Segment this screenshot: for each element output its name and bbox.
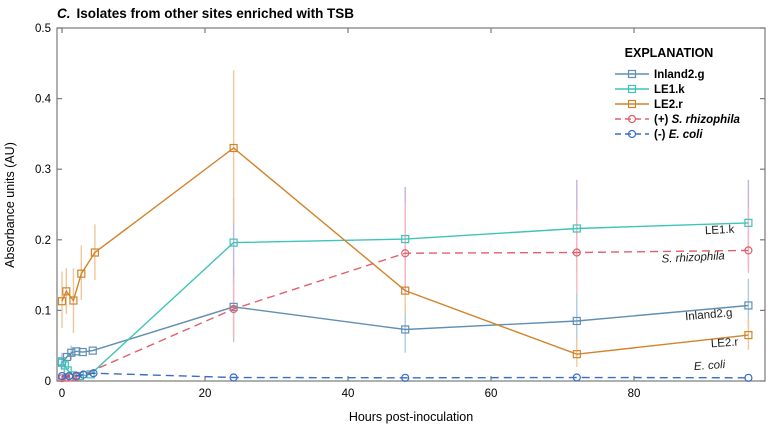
legend-label-text-le2r: LE2.r xyxy=(654,99,683,111)
legend-entry-ecoli: (-) E. coli xyxy=(615,129,703,141)
x-tick-label: 20 xyxy=(199,388,212,400)
series-label-le1k: LE1.k xyxy=(705,224,735,238)
legend-label-prefix-rhizophila: (+) xyxy=(654,114,672,126)
y-tick-label: 0.2 xyxy=(35,235,51,247)
series-marker-ecoli xyxy=(229,373,238,382)
series-label-inland2g: Inland2.g xyxy=(685,307,733,323)
chart-title-text: Isolates from other sites enriched with … xyxy=(77,6,355,21)
legend-marker-le1k xyxy=(627,84,637,94)
series-marker-rhizophila xyxy=(744,246,753,255)
legend-title: EXPLANATION xyxy=(625,46,714,60)
series-marker-rhizophila xyxy=(572,248,581,257)
legend-label-text-inland2g: Inland2.g xyxy=(654,69,704,81)
series-marker-ecoli xyxy=(401,373,410,382)
legend-marker-ecoli xyxy=(627,129,637,139)
legend-label-prefix-ecoli: (-) xyxy=(654,129,669,141)
x-tick-label: 40 xyxy=(342,388,355,400)
legend-entry-le1k: LE1.k xyxy=(615,84,685,96)
series-marker-rhizophila xyxy=(401,249,410,258)
series-marker-le2r xyxy=(401,286,410,295)
x-tick-label: 0 xyxy=(59,388,65,400)
legend-marker-inland2g xyxy=(627,69,637,79)
legend-label-inland2g: Inland2.g xyxy=(654,69,704,81)
series-marker-inland2g xyxy=(744,301,753,310)
series-marker-ecoli xyxy=(744,373,753,382)
chart-title: C. Isolates from other sites enriched wit… xyxy=(57,6,354,21)
series-marker-rhizophila xyxy=(66,373,75,382)
error-bars-layer xyxy=(61,70,750,370)
series-marker-le1k xyxy=(744,218,753,227)
legend-marker-rhizophila xyxy=(627,114,637,124)
legend-label-text-ecoli: E. coli xyxy=(669,129,704,141)
y-tick-label: 0.5 xyxy=(35,23,51,35)
series-label-le2r: LE2.r xyxy=(710,336,738,350)
plot-border xyxy=(56,27,766,382)
legend-entry-inland2g: Inland2.g xyxy=(615,69,704,81)
legend-label-text-rhizophila: S. rhizophila xyxy=(672,114,741,126)
series-marker-le2r xyxy=(57,297,67,306)
series-marker-le2r xyxy=(572,350,581,359)
series-marker-inland2g xyxy=(572,316,581,326)
series-marker-ecoli xyxy=(89,369,98,378)
legend-entry-le2r: LE2.r xyxy=(615,99,683,111)
axes: 0 20 40 60 80 0 0.1 0.2 0.3 0.4 0.5 xyxy=(35,23,766,400)
series-line-ecoli xyxy=(62,372,749,379)
series-marker-le2r xyxy=(90,248,99,257)
x-tick-label: 60 xyxy=(485,388,498,400)
series-marker-ecoli xyxy=(79,370,88,379)
series-marker-rhizophila xyxy=(229,304,238,314)
series-marker-inland2g xyxy=(78,347,87,357)
series-marker-le2r xyxy=(69,296,78,305)
legend-entry-rhizophila: (+) S. rhizophila xyxy=(615,114,741,126)
y-tick-label: 0 xyxy=(45,376,51,388)
legend-label-rhizophila: (+) S. rhizophila xyxy=(654,114,741,126)
series-marker-le1k xyxy=(229,238,238,247)
y-axis-label: Absorbance units (AU) xyxy=(3,142,17,268)
chart-title-prefix: C. xyxy=(57,6,71,21)
series-marker-inland2g xyxy=(67,348,76,357)
series-labels-layer: Inland2.g LE1.k LE2.r S. rhizophila E. coli xyxy=(661,224,739,373)
series-marker-le1k xyxy=(401,234,410,244)
y-tick-label: 0.4 xyxy=(35,94,52,106)
series-marker-ecoli xyxy=(572,373,581,382)
series-layer xyxy=(57,143,753,383)
series-marker-le2r xyxy=(744,331,753,340)
legend-label-text-le1k: LE1.k xyxy=(654,84,685,96)
legend-label-le1k: LE1.k xyxy=(654,84,685,96)
y-tick-label: 0.3 xyxy=(35,164,51,176)
series-line-le1k xyxy=(61,222,749,377)
series-label-ecoli: E. coli xyxy=(694,359,727,373)
series-line-rhizophila xyxy=(61,249,749,379)
series-marker-le2r xyxy=(62,287,71,296)
series-marker-le1k xyxy=(57,357,67,366)
series-marker-inland2g xyxy=(62,352,72,362)
series-line-inland2g xyxy=(61,304,749,364)
legend-label-ecoli: (-) E. coli xyxy=(654,129,703,141)
series-marker-le2r xyxy=(77,269,86,278)
legend-marker-le2r xyxy=(627,99,637,109)
y-tick-label: 0.1 xyxy=(35,305,51,317)
x-axis-label: Hours post-inoculation xyxy=(349,410,473,424)
series-marker-inland2g xyxy=(88,346,97,355)
series-marker-le1k xyxy=(60,361,69,370)
legend: EXPLANATION Inland2.g LE1.k LE2.r (+) S. rhi… xyxy=(615,46,741,141)
series-label-rhizophila: S. rhizophila xyxy=(661,250,725,265)
series-marker-le1k xyxy=(572,224,581,233)
series-marker-le2r xyxy=(229,143,238,153)
series-marker-inland2g xyxy=(401,325,410,334)
x-tick-label: 80 xyxy=(628,388,641,400)
legend-label-le2r: LE2.r xyxy=(654,99,683,111)
